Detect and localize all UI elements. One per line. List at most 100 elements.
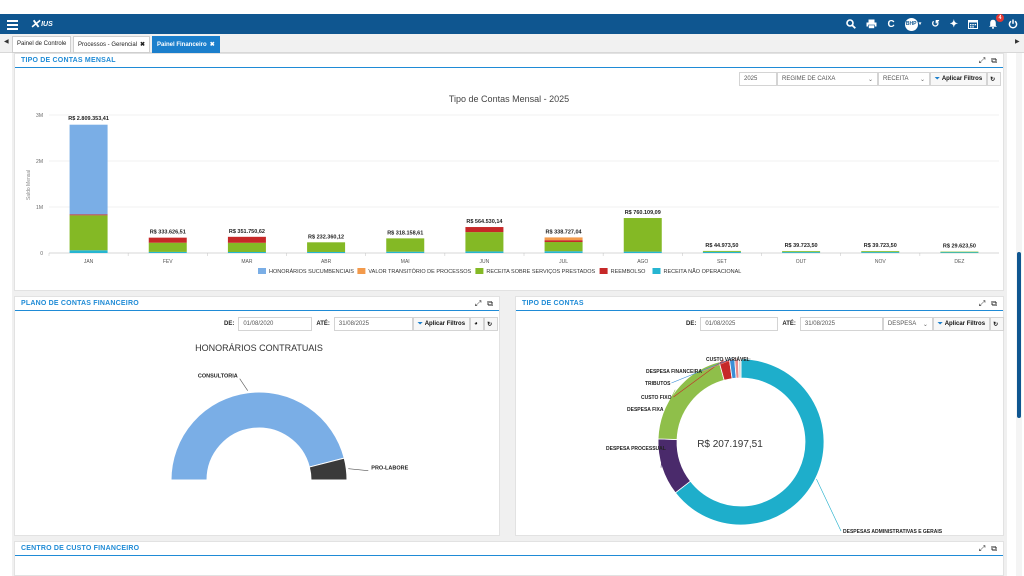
history-icon[interactable]: ↺ (931, 18, 940, 30)
bar-segment[interactable] (861, 252, 900, 253)
half-donut-slice[interactable] (308, 457, 348, 481)
legend-label[interactable]: RECEITA SOBRE SERVIÇOS PRESTADOS (486, 269, 595, 275)
tabs-scroll-left-icon[interactable]: ◀ (4, 39, 9, 45)
c-icon[interactable]: C (887, 18, 895, 30)
close-icon[interactable]: ✖ (140, 42, 146, 48)
legend-label[interactable]: HONORÁRIOS SUCUMBENCIAIS (269, 268, 354, 275)
bar-segment[interactable] (702, 250, 741, 252)
chevron-down-icon[interactable]: ▾ (918, 21, 922, 27)
refresh-button[interactable]: ↻ (987, 72, 1002, 86)
bar-segment[interactable] (69, 250, 108, 253)
bar-segment[interactable] (940, 251, 979, 253)
page-scrollbar-thumb[interactable] (1017, 252, 1021, 418)
monthly-bar-chart: Tipo de Contas Mensal - 2025 Saldo Mensa… (26, 94, 999, 275)
bar-segment[interactable] (386, 251, 425, 253)
type-select[interactable]: RECEITA ⌄ (878, 72, 930, 86)
donut-slice[interactable] (737, 358, 742, 379)
bar-segment[interactable] (782, 252, 821, 253)
bar-segment[interactable] (148, 242, 187, 252)
expand-icon[interactable]: ⤢ (978, 56, 986, 65)
de-date-input[interactable]: 01/08/2025 (700, 317, 779, 331)
bar-segment[interactable] (544, 242, 583, 252)
power-icon[interactable] (1008, 19, 1018, 29)
funnel-icon: ⏷ (937, 321, 943, 327)
bar-total-label: R$ 44.973,50 (705, 243, 738, 249)
bar-segment[interactable] (623, 251, 662, 253)
year-select[interactable]: 2025 (739, 72, 777, 86)
bar-segment[interactable] (227, 242, 266, 252)
external-link-icon[interactable]: ⧉ (991, 299, 997, 308)
bar-segment[interactable] (465, 232, 504, 252)
apply-filters-button[interactable]: ⏷ Aplicar Filtros (932, 317, 991, 331)
slice-label: DESPESA FIXA (627, 407, 664, 413)
bar-segment[interactable] (386, 238, 425, 252)
bar-segment[interactable] (940, 252, 979, 253)
sparkle-icon[interactable]: ✦ (949, 18, 958, 30)
bar-segment[interactable] (227, 236, 266, 243)
expand-icon[interactable]: ⤢ (978, 299, 986, 308)
legend-label[interactable]: VALOR TRANSITÓRIO DE PROCESSOS (368, 268, 471, 275)
year-value: 2025 (744, 76, 758, 82)
bar-segment[interactable] (148, 237, 187, 243)
centro-custo-panel: CENTRO DE CUSTO FINANCEIRO ⤢ ⧉ (14, 541, 1004, 576)
search-icon[interactable] (846, 19, 857, 29)
bar-segment[interactable] (544, 240, 583, 243)
external-link-icon[interactable]: ⧉ (991, 56, 997, 65)
calendar-icon[interactable] (968, 19, 978, 29)
bar-segment[interactable] (69, 124, 108, 215)
bar-total-label: R$ 39.723,50 (864, 243, 897, 249)
bar-segment[interactable] (307, 251, 346, 253)
bar-segment[interactable] (544, 237, 583, 241)
apply-filters-button[interactable]: ⏷ Aplicar Filtros (930, 72, 988, 86)
legend-swatch[interactable] (599, 268, 608, 274)
legend-swatch[interactable] (357, 268, 366, 274)
external-link-icon[interactable]: ⧉ (487, 299, 493, 308)
donut-center-value: R$ 207.197,51 (697, 439, 763, 450)
bar-segment[interactable] (702, 251, 741, 253)
legend-swatch[interactable] (652, 268, 661, 274)
legend-label[interactable]: RECEITA NÃO OPERACIONAL (664, 268, 742, 275)
tab-painel-financeiro[interactable]: Painel Financeiro ✖ (152, 36, 220, 53)
bar-segment[interactable] (623, 218, 662, 252)
print-icon[interactable] (866, 19, 877, 29)
bar-segment[interactable] (465, 251, 504, 253)
bar-segment[interactable] (148, 251, 187, 253)
half-donut-slice[interactable] (170, 391, 345, 481)
legend-swatch[interactable] (258, 268, 266, 274)
bar-segment[interactable] (544, 251, 583, 253)
bar-segment[interactable] (307, 242, 346, 252)
close-icon[interactable]: ✖ (209, 42, 215, 48)
expand-icon[interactable]: ⤢ (978, 544, 986, 553)
monthly-filter-row: 2025 REGIME DE CAIXA ⌄ RECEITA ⌄ ⏷ Aplicar … (739, 72, 1002, 86)
legend-swatch[interactable] (475, 268, 484, 274)
bar-segment[interactable] (861, 251, 900, 253)
regime-select[interactable]: REGIME DE CAIXA ⌄ (777, 72, 878, 86)
regime-value: REGIME DE CAIXA (782, 76, 836, 82)
tab-painel-de-controle[interactable]: Painel de Controle (12, 36, 72, 53)
ate-date-input[interactable]: 31/08/2025 (799, 317, 883, 331)
de-date-input[interactable]: 01/08/2020 (238, 317, 313, 331)
avatar[interactable]: BHP (904, 17, 918, 31)
bell-icon[interactable]: 4 (988, 14, 1004, 29)
ate-date-input[interactable]: 31/08/2025 (333, 317, 413, 331)
tipo-contas-donut-chart: DESPESAS ADMINISTRATIVAS E GERAIS DESPESA… (606, 356, 943, 533)
refresh-button[interactable]: ↻ (990, 317, 1005, 331)
external-link-icon[interactable]: ⧉ (991, 544, 997, 553)
bar-segment[interactable] (69, 214, 108, 216)
expand-icon[interactable]: ⤢ (474, 299, 482, 308)
bar-segment[interactable] (227, 251, 266, 253)
tabs-scroll-right-icon[interactable]: ▶ (1015, 39, 1020, 45)
bar-segment[interactable] (782, 251, 821, 253)
type-select[interactable]: DESPESA ⌄ (882, 317, 933, 331)
bar-segment[interactable] (69, 215, 108, 251)
app-logo[interactable]: ✕ IUS (30, 17, 53, 31)
donut-slice[interactable] (674, 358, 825, 526)
x-tick-label: JAN (84, 259, 94, 265)
tab-processos-gerencial[interactable]: Processos - Gerencial ✖ (73, 36, 151, 53)
bar-segment[interactable] (465, 227, 504, 233)
refresh-button[interactable]: ↻ (484, 317, 499, 331)
apply-filters-button[interactable]: ⏷ Aplicar Filtros (412, 317, 471, 331)
legend-label[interactable]: REEMBOLSO (611, 269, 647, 275)
pie-toggle-button[interactable]: ◕ (470, 317, 485, 331)
menu-icon[interactable] (7, 19, 18, 30)
